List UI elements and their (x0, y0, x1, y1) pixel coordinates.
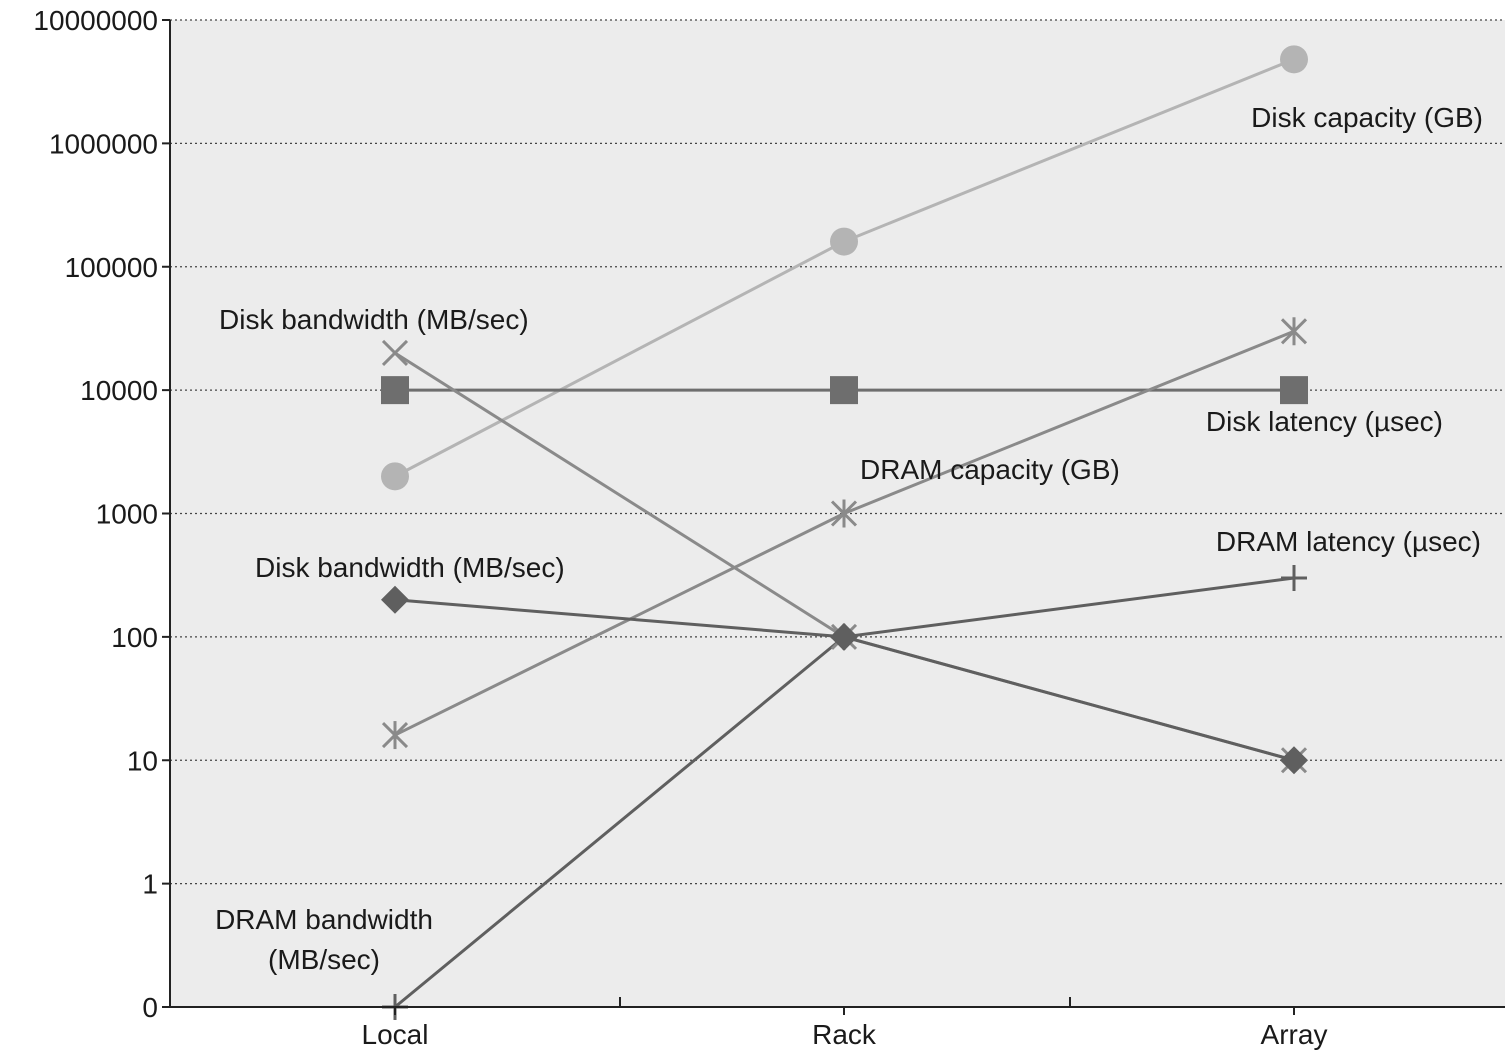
x-tick-label: Array (1261, 1019, 1328, 1050)
data-point (381, 339, 409, 367)
y-tick-label: 100000 (65, 252, 158, 283)
data-point (381, 585, 409, 614)
data-point (1281, 565, 1307, 592)
data-point (1280, 376, 1308, 405)
data-point (1280, 45, 1308, 74)
annotation-disk-bandwidth-upper: Disk bandwidth (MB/sec) (219, 304, 529, 335)
annotation-dram-bandwidth-unit: (MB/sec) (268, 944, 380, 975)
data-point (830, 622, 858, 651)
y-tick-label: 0 (142, 992, 158, 1023)
annotation-disk-bandwidth-lower: Disk bandwidth (MB/sec) (255, 552, 565, 583)
data-point (1280, 317, 1308, 346)
annotation-disk-capacity: Disk capacity (GB) (1251, 102, 1483, 133)
y-tick-label: 10000 (80, 375, 158, 406)
data-point (830, 376, 858, 405)
annotation-disk-latency: Disk latency (µsec) (1206, 406, 1443, 437)
y-tick-label: 10 (127, 745, 158, 776)
data-point (381, 462, 409, 491)
data-point (830, 227, 858, 256)
y-tick-label: 10000000 (33, 5, 158, 36)
annotation-dram-capacity: DRAM capacity (GB) (860, 454, 1120, 485)
y-tick-label: 1 (142, 869, 158, 900)
data-point (830, 499, 858, 528)
y-tick-label: 1000000 (49, 128, 158, 159)
plot-area (170, 20, 1505, 1007)
y-tick-label: 100 (111, 622, 158, 653)
annotation-dram-bandwidth: DRAM bandwidth (215, 904, 433, 935)
annotation-dram-latency: DRAM latency (µsec) (1216, 526, 1481, 557)
y-tick-label: 1000 (96, 499, 158, 530)
data-point (1280, 746, 1308, 775)
data-point (381, 721, 409, 750)
x-tick-label: Local (362, 1019, 429, 1050)
data-point (381, 376, 409, 405)
x-tick-label: Rack (812, 1019, 877, 1050)
